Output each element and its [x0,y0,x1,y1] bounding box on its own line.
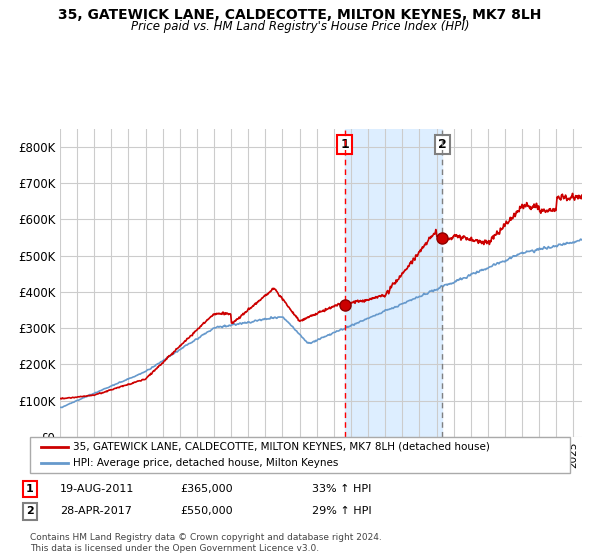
Text: 1: 1 [26,484,34,494]
Text: HPI: Average price, detached house, Milton Keynes: HPI: Average price, detached house, Milt… [73,458,338,468]
Text: 29% ↑ HPI: 29% ↑ HPI [312,506,371,516]
Text: 19-AUG-2011: 19-AUG-2011 [60,484,134,494]
Text: 33% ↑ HPI: 33% ↑ HPI [312,484,371,494]
Text: 2: 2 [26,506,34,516]
Text: 1: 1 [340,138,349,151]
Text: 28-APR-2017: 28-APR-2017 [60,506,132,516]
Text: £365,000: £365,000 [180,484,233,494]
Text: 35, GATEWICK LANE, CALDECOTTE, MILTON KEYNES, MK7 8LH (detached house): 35, GATEWICK LANE, CALDECOTTE, MILTON KE… [73,442,490,452]
Text: 2: 2 [437,138,446,151]
Text: £550,000: £550,000 [180,506,233,516]
Text: 35, GATEWICK LANE, CALDECOTTE, MILTON KEYNES, MK7 8LH: 35, GATEWICK LANE, CALDECOTTE, MILTON KE… [58,8,542,22]
FancyBboxPatch shape [30,437,570,473]
Text: Contains HM Land Registry data © Crown copyright and database right 2024.
This d: Contains HM Land Registry data © Crown c… [30,533,382,553]
Text: Price paid vs. HM Land Registry's House Price Index (HPI): Price paid vs. HM Land Registry's House … [131,20,469,32]
Bar [344,129,442,437]
